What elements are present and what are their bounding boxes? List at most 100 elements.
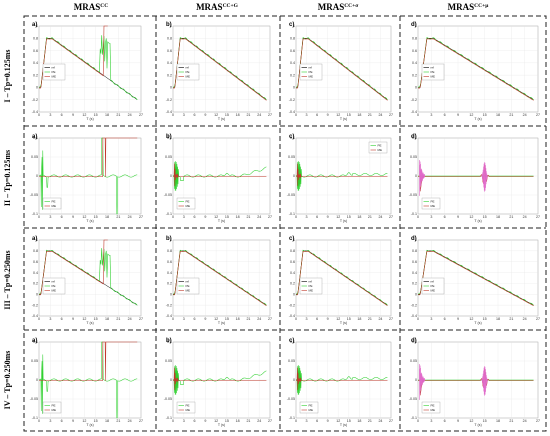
x-tick-label: 9 (327, 419, 329, 423)
x-tick-label: 15 (94, 215, 98, 219)
legend-box (176, 277, 200, 295)
y-tick-label: 0.4 (290, 61, 295, 65)
x-tick-label: 15 (347, 215, 351, 219)
x-tick-label: 21 (509, 419, 513, 423)
x-tick-label: 6 (194, 215, 196, 219)
grid-outer-frame (23, 15, 547, 432)
panel-letter: a) (32, 338, 37, 344)
legend-label: ref (52, 66, 56, 70)
series-pe-error (295, 365, 388, 395)
x-axis-label: T (s) (86, 117, 93, 121)
x-tick-label: 3 (183, 419, 185, 423)
y-tick-label: 0.1 (412, 340, 417, 344)
panel-letter: b) (166, 236, 172, 242)
x-tick-label: 0 (295, 419, 297, 423)
y-tick-label: -0.2 (166, 303, 172, 307)
series-me-error (296, 367, 388, 390)
x-tick-label: 3 (183, 317, 185, 321)
series-me-error (173, 163, 267, 186)
y-tick-label: -0.05 (287, 397, 295, 401)
x-tick-label: 15 (94, 113, 98, 117)
legend-label: PE (52, 284, 56, 288)
series-pe-error (172, 161, 267, 191)
x-tick-label: 27 (389, 215, 393, 219)
y-tick-label: 0.2 (412, 73, 417, 77)
x-axis-label: T (s) (340, 423, 347, 427)
x-tick-label: 3 (183, 215, 185, 219)
legend-box (368, 141, 388, 154)
y-tick-label: 0 (293, 378, 295, 382)
x-tick-label: 12 (336, 113, 340, 117)
x-tick-label: 27 (268, 215, 272, 219)
y-tick-label: 0.4 (290, 271, 295, 275)
y-tick-label: 0.8 (412, 36, 417, 40)
legend-label: ME (378, 148, 383, 152)
x-tick-label: 0 (172, 215, 174, 219)
series-me-error (418, 368, 534, 396)
x-tick-label: 9 (204, 113, 206, 117)
x-tick-label: 3 (183, 113, 185, 117)
x-tick-label: 21 (509, 113, 513, 117)
panel-letter: d) (411, 22, 417, 28)
series-pe-error (38, 137, 138, 215)
x-axis-label: T (s) (340, 219, 347, 223)
y-tick-label: -0.05 (164, 193, 172, 197)
legend-box (42, 277, 66, 295)
row-label-3: III – Tp=0.250ms (3, 250, 12, 309)
x-tick-label: 12 (336, 419, 340, 423)
x-tick-label: 21 (368, 215, 372, 219)
x-tick-label: 15 (347, 419, 351, 423)
x-tick-label: 3 (430, 419, 432, 423)
x-tick-label: 9 (72, 215, 74, 219)
x-tick-label: 3 (306, 215, 308, 219)
panel-r4-c4: 0.10.050-0.05-0.10 3 6 9 12 15 18 21 24 27T (s)d)… (409, 338, 540, 427)
panel-letter: c) (289, 338, 294, 344)
x-tick-label: 21 (368, 317, 372, 321)
legend-label: ref (431, 280, 435, 284)
x-tick-label: 27 (389, 419, 393, 423)
legend-label: PE (186, 404, 190, 408)
y-tick-label: 0.1 (167, 136, 172, 140)
y-tick-label: 0 (415, 174, 417, 178)
y-tick-label: 1 (36, 238, 38, 242)
x-tick-label: 27 (536, 317, 540, 321)
y-tick-label: 0.1 (167, 340, 172, 344)
y-tick-label: -0.05 (164, 397, 172, 401)
x-tick-label: 18 (357, 419, 361, 423)
y-tick-label: -0.05 (409, 397, 417, 401)
x-tick-label: 0 (38, 215, 40, 219)
x-tick-label: 9 (72, 317, 74, 321)
y-tick-label: 1 (415, 24, 417, 28)
legend-box (421, 197, 441, 210)
panel-r2-c3: 0.10.050-0.05-0.10 3 6 9 12 15 18 21 24 27T (s)c)… (287, 134, 393, 223)
x-tick-label: 12 (214, 113, 218, 117)
series-me (296, 251, 388, 306)
y-tick-label: 0 (36, 292, 38, 296)
y-tick-label: 0 (170, 174, 172, 178)
x-tick-label: 27 (389, 113, 393, 117)
panel-r4-c1: 0.10.050-0.05-0.10 3 6 9 12 15 18 21 24 27T (s)a)… (30, 338, 143, 427)
y-tick-label: 0.8 (167, 249, 172, 253)
legend-label: ME (431, 289, 436, 293)
y-tick-label: 0 (36, 378, 38, 382)
legend-box (421, 63, 445, 81)
legend-label: ME (309, 75, 314, 79)
panel-r2-c1: 0.10.050-0.05-0.10 3 6 9 12 15 18 21 24 27T (s)a)… (30, 134, 143, 223)
column-title-3: MRASCC+σ (318, 2, 359, 12)
x-tick-label: 15 (483, 317, 487, 321)
x-tick-label: 12 (82, 419, 86, 423)
y-tick-label: 1 (36, 24, 38, 28)
panel-r1-c2: 10.80.60.40.20-0.2-0.40 3 6 9 12 15 18 21 24 27T … (166, 22, 272, 121)
x-tick-label: 15 (483, 215, 487, 219)
y-tick-label: -0.4 (32, 110, 38, 114)
x-tick-label: 24 (128, 317, 132, 321)
legend-label: ref (52, 280, 56, 284)
x-tick-label: 0 (38, 317, 40, 321)
y-tick-label: 0 (170, 292, 172, 296)
y-tick-label: 0.6 (33, 260, 38, 264)
series-me-error (418, 164, 534, 192)
y-tick-label: -0.1 (411, 212, 417, 216)
series-pe-error (295, 161, 388, 191)
x-tick-label: 9 (204, 419, 206, 423)
y-tick-label: -0.4 (289, 110, 295, 114)
